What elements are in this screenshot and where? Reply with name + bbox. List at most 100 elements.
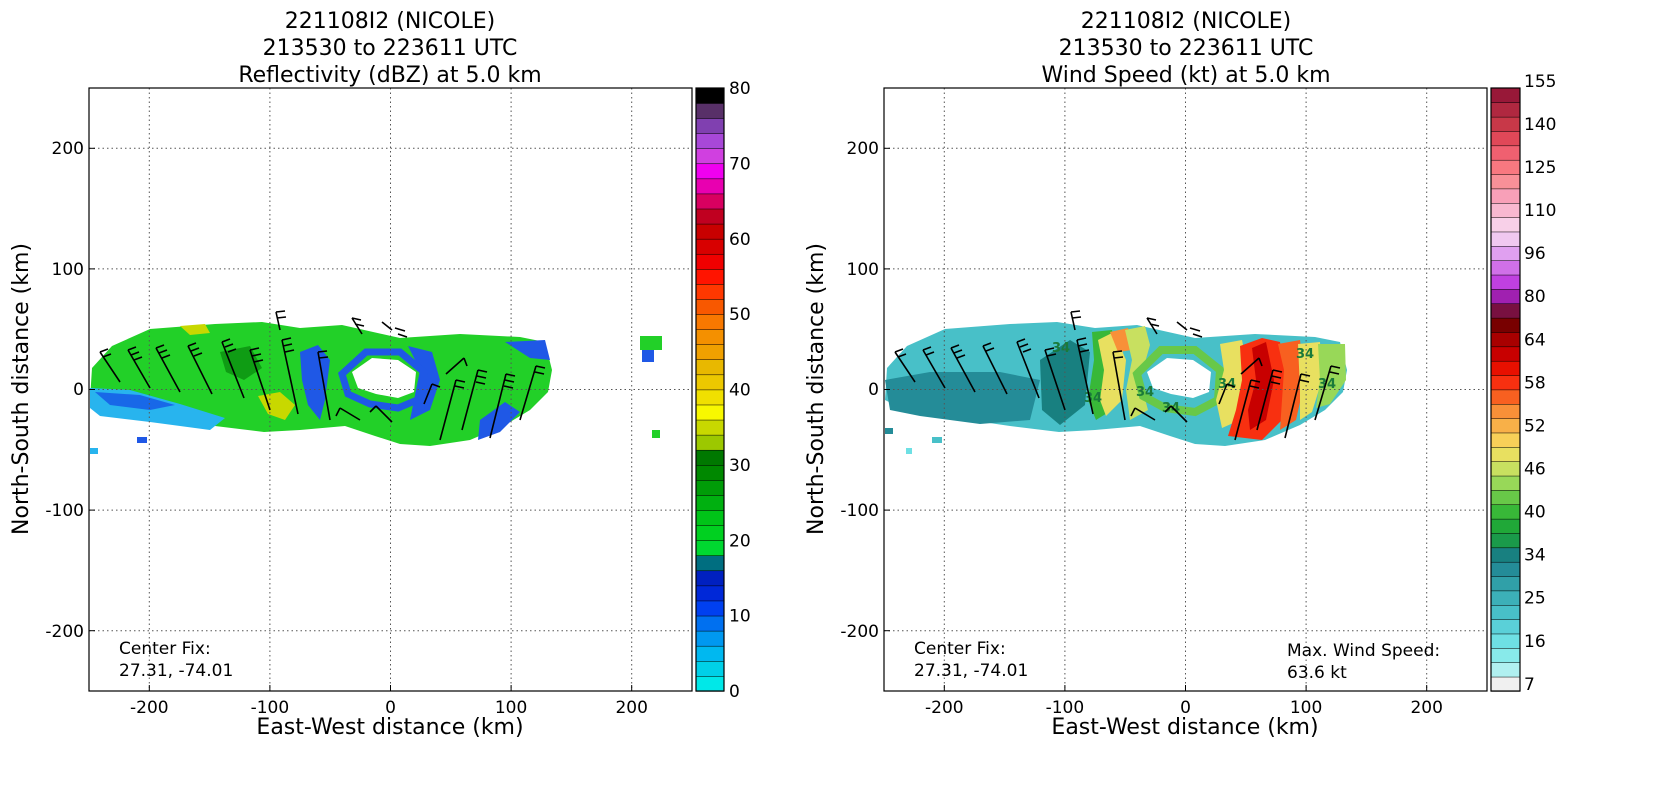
colorbar-bin <box>1490 374 1521 391</box>
colorbar-bin <box>1490 676 1521 692</box>
colorbar-bin <box>1490 173 1521 190</box>
colorbar-bin <box>695 148 725 165</box>
colorbar-bin <box>695 419 725 436</box>
left-center-fix-label: Center Fix: <box>119 639 211 659</box>
wind-teal-dark <box>885 372 1040 424</box>
left-x-tick-labels: -200 -100 0 100 200 <box>130 698 648 718</box>
echo-isolated-se <box>652 430 660 438</box>
colorbar-bin <box>695 238 725 255</box>
colorbar-bin <box>695 268 725 285</box>
colorbar-tick-label: 110 <box>1524 201 1556 221</box>
colorbar-tick-label: 80 <box>729 79 751 99</box>
echo-blue-band-4 <box>505 340 550 360</box>
reflectivity-colorbar: 0 10 20 30 40 50 60 70 80 <box>695 79 751 702</box>
wind-isolated-sw <box>932 437 942 443</box>
right-wind-barbs <box>894 310 1341 441</box>
colorbar-bin <box>1490 346 1521 362</box>
echo-yellow-patch <box>258 392 295 420</box>
colorbar-bin <box>695 344 725 360</box>
left-center-fix-value: 27.31, -74.01 <box>119 661 233 681</box>
colorbar-bin <box>695 87 725 104</box>
wind-speed-colorbar: 7 16 25 34 40 46 52 58 64 80 96 110 125 140 155 <box>1490 72 1556 695</box>
echo-isolated-sw <box>137 437 147 443</box>
contour-label-34: 34 <box>1052 341 1070 356</box>
colorbar-tick-label: 125 <box>1524 158 1556 178</box>
right-x-tick: -100 <box>1046 698 1085 718</box>
eye-clear-r <box>1147 358 1211 398</box>
colorbar-bin <box>1490 590 1521 606</box>
colorbar-bin <box>1490 403 1521 419</box>
right-x-tick: 200 <box>1410 698 1442 718</box>
colorbar-bin <box>1490 231 1521 247</box>
right-title-line-3: Wind Speed (kt) at 5.0 km <box>1041 63 1330 88</box>
colorbar-bin <box>1490 87 1521 104</box>
left-title-line-1: 221108I2 (NICOLE) <box>285 9 495 34</box>
right-y-tick: 200 <box>847 139 879 159</box>
colorbar-bin <box>695 630 725 647</box>
colorbar-bin <box>1490 360 1521 376</box>
colorbar-bin <box>1490 317 1521 333</box>
colorbar-tick-label: 30 <box>729 456 751 476</box>
colorbar-bin <box>695 555 725 572</box>
echo-isolated-sw-2 <box>90 448 98 454</box>
max-wind-label: Max. Wind Speed: <box>1287 641 1440 661</box>
left-y-tick: 200 <box>52 139 84 159</box>
colorbar-bin <box>695 359 725 376</box>
right-x-tick-labels: -200 -100 0 100 200 <box>925 698 1443 718</box>
left-x-tick: -200 <box>130 698 169 718</box>
right-grid <box>884 88 1487 691</box>
echo-yellow-patch-2 <box>180 324 210 335</box>
colorbar-bin <box>1490 245 1521 261</box>
left-title-line-2: 213530 to 223611 UTC <box>263 36 518 61</box>
left-y-axis-label: North-South distance (km) <box>9 243 34 535</box>
colorbar-bin <box>695 132 725 149</box>
echo-isolated-east-2 <box>642 350 654 362</box>
colorbar-tick-label: 52 <box>1524 416 1546 436</box>
colorbar-tick-label: 40 <box>729 381 751 401</box>
colorbar-bin <box>695 102 725 119</box>
colorbar-bin <box>1490 102 1521 118</box>
colorbar-bin <box>695 253 725 270</box>
colorbar-bin <box>695 223 725 240</box>
colorbar-bin <box>695 404 725 421</box>
colorbar-bin <box>1490 417 1521 434</box>
left-x-tick: 0 <box>385 698 396 718</box>
colorbar-tick-label: 10 <box>729 607 751 627</box>
contour-label-34: 34 <box>1296 347 1314 362</box>
right-y-tick: -200 <box>840 622 879 642</box>
colorbar-bin <box>1490 145 1521 161</box>
colorbar-bin <box>1490 604 1521 620</box>
contour-label-34: 34 <box>1318 377 1336 392</box>
right-title-line-2: 213530 to 223611 UTC <box>1059 36 1314 61</box>
left-colorbar-frame <box>695 87 725 692</box>
left-x-tick: 200 <box>615 698 647 718</box>
colorbar-bin <box>695 389 725 406</box>
colorbar-bin <box>1490 159 1521 175</box>
colorbar-bin <box>1490 188 1521 204</box>
colorbar-bin <box>1490 130 1521 147</box>
colorbar-bin <box>695 434 725 451</box>
colorbar-tick-label: 40 <box>1524 503 1546 523</box>
colorbar-tick-label: 46 <box>1524 459 1546 479</box>
colorbar-bin <box>695 283 725 300</box>
colorbar-bin <box>695 298 725 315</box>
colorbar-bin <box>695 509 725 526</box>
colorbar-bin <box>1490 202 1521 218</box>
colorbar-tick-label: 20 <box>729 531 751 551</box>
echo-weak-blue <box>95 392 175 410</box>
colorbar-tick-label: 96 <box>1524 244 1546 264</box>
colorbar-bin <box>1490 446 1521 462</box>
colorbar-bin <box>695 374 725 391</box>
colorbar-bin <box>1490 461 1521 477</box>
wind-speed-field <box>885 322 1347 454</box>
colorbar-bin <box>695 540 725 556</box>
left-grid <box>89 88 692 691</box>
colorbar-tick-label: 25 <box>1524 589 1546 609</box>
colorbar-bin <box>695 479 725 496</box>
colorbar-bin <box>1490 504 1521 520</box>
eye-clear <box>352 358 416 398</box>
colorbar-bin <box>695 193 725 210</box>
colorbar-bin <box>695 328 725 345</box>
colorbar-bin <box>695 600 725 617</box>
right-x-tick: 0 <box>1180 698 1191 718</box>
